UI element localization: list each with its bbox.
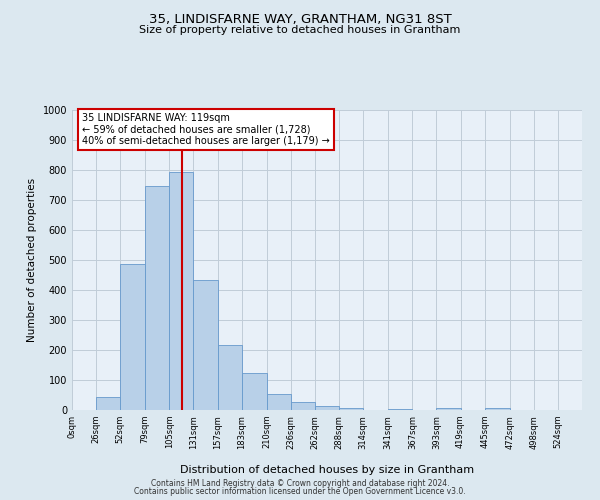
- Bar: [485, 408, 509, 410]
- Text: 35, LINDISFARNE WAY, GRANTHAM, NG31 8ST: 35, LINDISFARNE WAY, GRANTHAM, NG31 8ST: [149, 12, 451, 26]
- Bar: [120, 264, 145, 410]
- Bar: [242, 372, 267, 410]
- Text: Contains public sector information licensed under the Open Government Licence v3: Contains public sector information licen…: [134, 487, 466, 496]
- Y-axis label: Number of detached properties: Number of detached properties: [27, 178, 37, 342]
- Bar: [291, 402, 315, 410]
- Bar: [315, 406, 339, 410]
- Text: Contains HM Land Registry data © Crown copyright and database right 2024.: Contains HM Land Registry data © Crown c…: [151, 478, 449, 488]
- Bar: [193, 280, 218, 410]
- Bar: [169, 172, 193, 410]
- Bar: [388, 408, 412, 410]
- Bar: [96, 398, 120, 410]
- Text: Size of property relative to detached houses in Grantham: Size of property relative to detached ho…: [139, 25, 461, 35]
- Bar: [145, 186, 169, 410]
- Bar: [339, 408, 363, 410]
- Text: Distribution of detached houses by size in Grantham: Distribution of detached houses by size …: [180, 465, 474, 475]
- Bar: [218, 344, 242, 410]
- Bar: [267, 394, 291, 410]
- Text: 35 LINDISFARNE WAY: 119sqm
← 59% of detached houses are smaller (1,728)
40% of s: 35 LINDISFARNE WAY: 119sqm ← 59% of deta…: [82, 113, 330, 146]
- Bar: [436, 408, 461, 410]
